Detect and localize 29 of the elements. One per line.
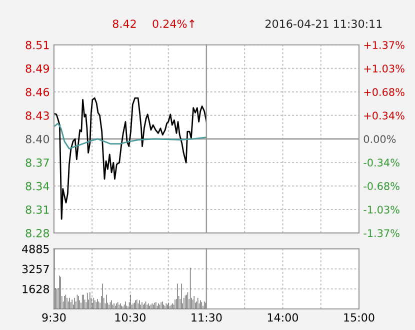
y-tick-label: 4885 [22, 244, 49, 254]
y-tick-label: +1.03% [364, 64, 404, 72]
x-tick-label: 9:30 [42, 313, 66, 322]
y-tick-label: -1.03% [364, 206, 400, 214]
y-tick-label: 8.51 [26, 40, 49, 50]
x-tick-label: 11:30 [192, 313, 222, 322]
x-tick-label: 10:30 [115, 313, 146, 322]
y-tick-label: 1628 [22, 284, 50, 294]
y-tick-label: 8.37 [26, 158, 49, 167]
y-tick-label: 8.43 [26, 111, 49, 120]
y-tick-label: 8.34 [26, 182, 50, 190]
x-tick-label: 14:00 [268, 313, 298, 322]
y-tick-label: 3257 [22, 264, 49, 274]
y-tick-label: -1.37% [364, 229, 400, 238]
text: 8.42 [112, 20, 136, 28]
y-tick-label: -0.34% [364, 158, 400, 167]
text: 2016-04-21 11:30:11 [266, 20, 382, 28]
y-tick-label: +1.37% [364, 41, 404, 49]
text: 0.24%↑ [152, 20, 194, 28]
y-tick-label: 8.46 [26, 88, 50, 96]
y-tick-label: 8.40 [26, 134, 50, 144]
y-tick-label: +0.68% [364, 88, 404, 96]
y-tick-label: -0.68% [364, 182, 400, 190]
y-tick-label: 8.31 [26, 205, 49, 214]
y-tick-label: 8.28 [26, 228, 50, 238]
x-tick-label: 15:00 [344, 313, 374, 322]
y-tick-label: +0.34% [364, 112, 404, 120]
y-tick-label: 8.49 [26, 64, 49, 73]
y-tick-label: 0.00% [364, 135, 396, 144]
